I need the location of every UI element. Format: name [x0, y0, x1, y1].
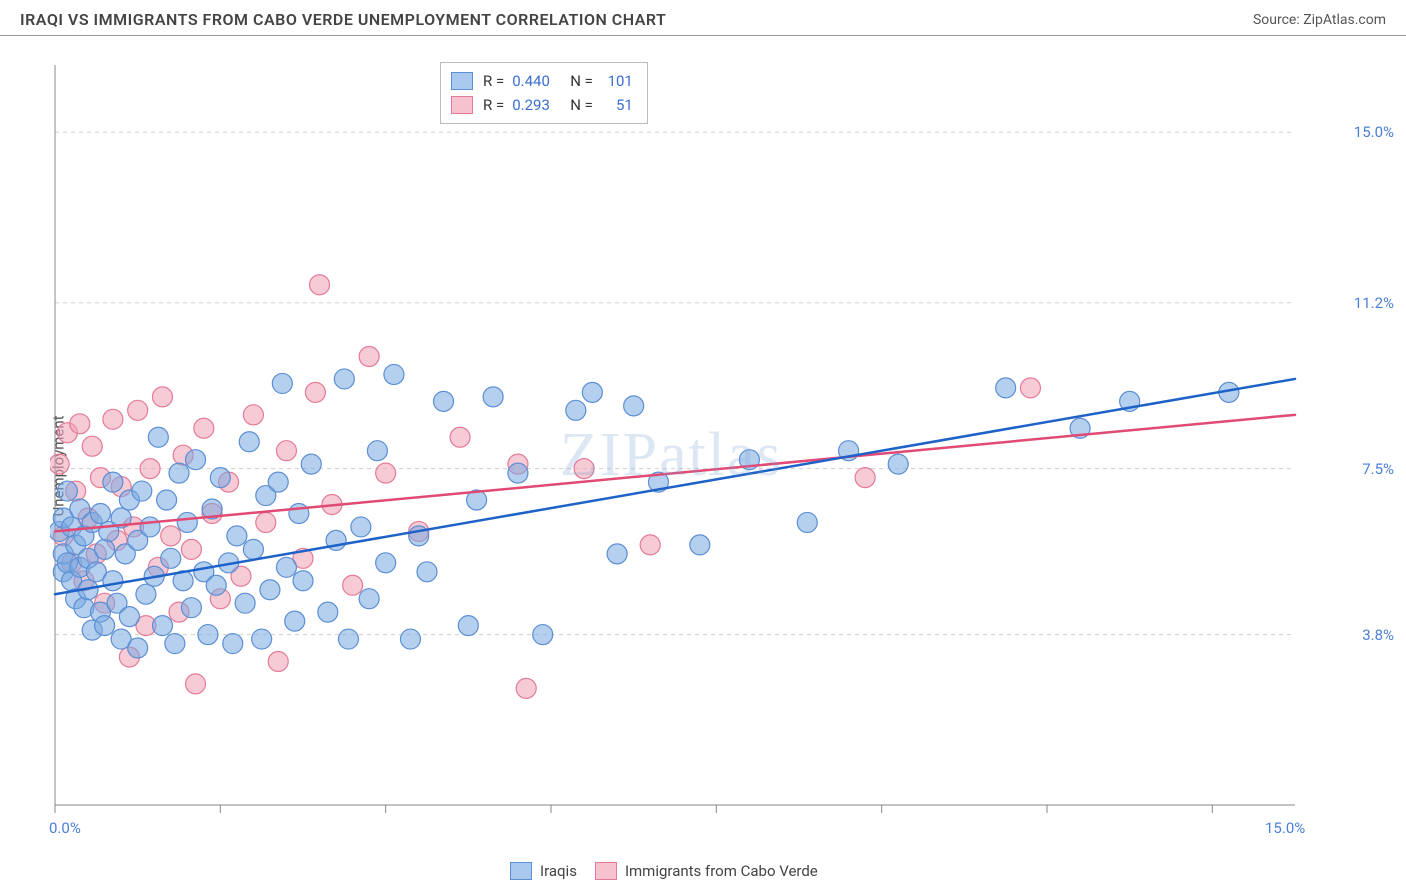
legend-item: Immigrants from Cabo Verde — [595, 862, 818, 880]
swatch-icon — [451, 96, 473, 114]
swatch-icon — [510, 862, 532, 880]
swatch-icon — [451, 72, 473, 90]
legend-label: Iraqis — [540, 862, 577, 880]
chart-area: Unemployment ZIPatlas R = 0.440 N = 101 … — [0, 40, 1406, 892]
stats-legend-row: R = 0.440 N = 101 — [451, 69, 633, 93]
legend-label: Immigrants from Cabo Verde — [625, 862, 818, 880]
source-link[interactable]: ZipAtlas.com — [1303, 12, 1386, 28]
chart-header: IRAQI VS IMMIGRANTS FROM CABO VERDE UNEM… — [0, 0, 1406, 36]
legend-item: Iraqis — [510, 862, 577, 880]
stats-legend-row: R = 0.293 N = 51 — [451, 93, 633, 117]
scatter-plot — [50, 60, 1350, 830]
y-tick-label: 11.2% — [1354, 294, 1394, 312]
swatch-icon — [595, 862, 617, 880]
y-tick-label: 3.8% — [1362, 626, 1394, 644]
stats-legend: R = 0.440 N = 101 R = 0.293 N = 51 — [440, 62, 648, 124]
chart-title: IRAQI VS IMMIGRANTS FROM CABO VERDE UNEM… — [20, 10, 666, 29]
x-axis-max-label: 15.0% — [1265, 819, 1305, 837]
source-attribution: Source: ZipAtlas.com — [1253, 12, 1386, 28]
series-legend: Iraqis Immigrants from Cabo Verde — [510, 862, 818, 880]
y-tick-label: 15.0% — [1354, 123, 1394, 141]
y-tick-label: 7.5% — [1362, 460, 1394, 478]
x-axis-min-label: 0.0% — [49, 819, 81, 837]
